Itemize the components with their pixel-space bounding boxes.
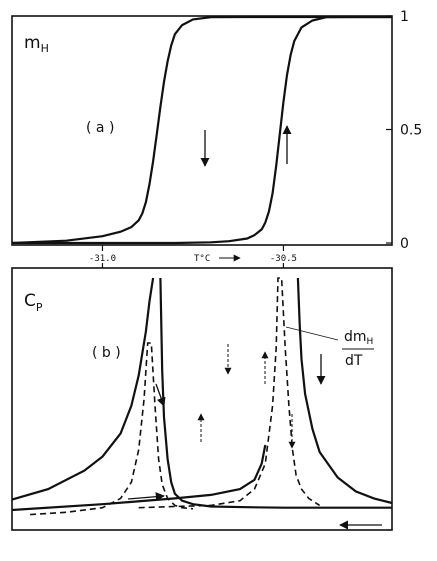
panel-a-y-tick-label: 1 (400, 9, 409, 25)
panel-b-arrow-cooling-left (155, 383, 166, 407)
x-tick-label: -31.0 (89, 254, 116, 264)
panel-a-ylabel-sub: H (41, 42, 49, 55)
dmdt-legend: dmH dT (285, 326, 374, 369)
panel-a-y-tick-label: 0 (400, 236, 409, 252)
panel-b-label: ( b ) (92, 345, 121, 361)
x-axis-label: T°C (194, 254, 210, 264)
panel-b-curve-solid-cooling (159, 277, 392, 509)
panel-b-frame (11, 267, 393, 531)
panel-b-arrow-heating-right (127, 492, 165, 502)
panel-a-frame (11, 15, 393, 246)
dmdt-bottom: dT (345, 353, 363, 369)
panel-b-curves (11, 277, 393, 516)
panel-b-curve-solid-heating (11, 444, 267, 512)
panel-b-curve-solid-cooling (11, 277, 155, 501)
panel-b-ylabel: CP (24, 291, 43, 314)
panel-b-curve-solid-heating (296, 277, 393, 505)
dmdt-leader (285, 326, 339, 341)
x-axis-ticks: -31.0 -30.5 (89, 245, 297, 268)
panel-a-label: ( a ) (86, 120, 114, 136)
dmdt-top-main: dm (344, 329, 367, 345)
panel-a-ylabel: mH (24, 33, 49, 55)
dmdt-top: dmH (344, 329, 373, 347)
x-tick-label: -30.5 (270, 254, 297, 264)
panel-a-y-ticks: 10.50 (386, 9, 422, 252)
panel-a-curve-heating (12, 15, 392, 245)
dmdt-top-sub: H (367, 337, 374, 347)
panel-a-y-tick-label: 0.5 (400, 123, 422, 139)
panel-a-curve-cooling (11, 15, 392, 245)
panel-b-ylabel-main: C (24, 291, 36, 311)
panel-b-curve-dashed-cooling (30, 342, 194, 516)
panel-a-curves (11, 15, 392, 245)
panel-b-curve-dashed-heating (138, 277, 321, 509)
panel-b-ylabel-sub: P (36, 301, 43, 314)
panel-a-ylabel-main: m (24, 33, 41, 53)
